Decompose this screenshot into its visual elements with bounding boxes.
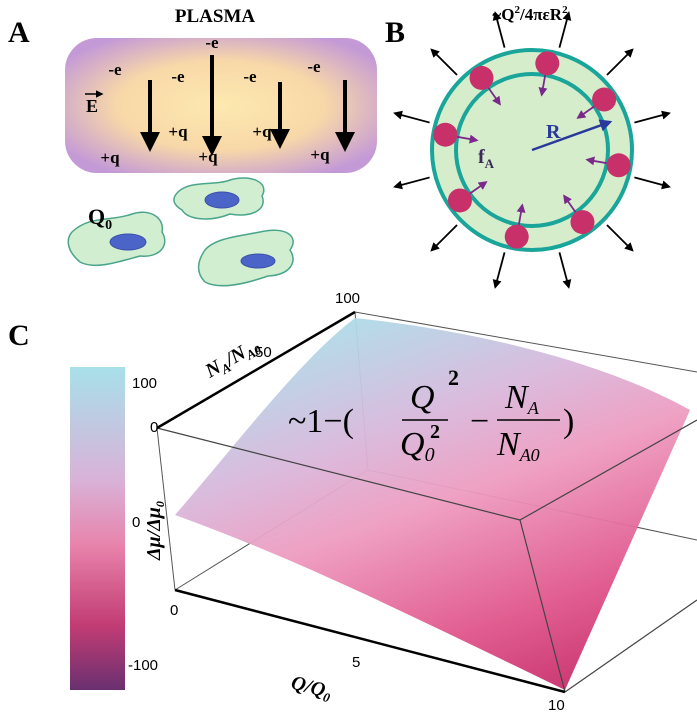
electron-charge: -e bbox=[307, 57, 321, 76]
outward-arrow bbox=[432, 225, 457, 250]
subscript: A bbox=[527, 398, 540, 418]
symbol: N bbox=[496, 426, 522, 463]
colorbar bbox=[70, 367, 125, 690]
depth-tick: 100 bbox=[335, 290, 360, 307]
depth-tick: 0 bbox=[150, 419, 158, 436]
colorbar-tick: -100 bbox=[128, 657, 158, 674]
adhesion-site bbox=[505, 225, 529, 249]
radius-label: R bbox=[546, 121, 561, 143]
colorbar-tick: 0 bbox=[132, 514, 140, 531]
cell-charge: Q0 bbox=[88, 204, 112, 233]
text: Δμ/Δμ bbox=[143, 507, 165, 561]
electron-charge: -e bbox=[171, 67, 185, 86]
adhesion-site bbox=[535, 51, 559, 75]
symbol: Q bbox=[88, 204, 105, 229]
ion-charge: +q bbox=[168, 122, 188, 141]
text: Q/Q bbox=[289, 672, 328, 702]
superscript: 2 bbox=[562, 4, 568, 16]
numerator: Q bbox=[410, 379, 435, 416]
panel-label: A bbox=[8, 16, 30, 49]
panel-label: B bbox=[385, 16, 405, 49]
superscript: 2 bbox=[448, 365, 459, 390]
symbol: N bbox=[504, 379, 530, 416]
electron-charge: -e bbox=[108, 60, 122, 79]
colorbar-label: Δμ/Δμ0 bbox=[143, 501, 167, 561]
ion-charge: +q bbox=[100, 148, 120, 167]
ion-charge: +q bbox=[252, 122, 272, 141]
cells bbox=[68, 178, 293, 286]
symbol: Q bbox=[400, 426, 425, 463]
outward-arrow bbox=[495, 252, 504, 287]
adhesion-site bbox=[607, 153, 631, 177]
subscript: A bbox=[485, 156, 495, 171]
outward-arrow bbox=[559, 252, 568, 287]
outward-arrow bbox=[607, 50, 632, 75]
adhesion-site bbox=[470, 66, 494, 90]
adhesion-site bbox=[592, 88, 616, 112]
plasma-title: PLASMA bbox=[175, 6, 256, 27]
subscript: 0 bbox=[425, 444, 435, 466]
outward-arrow bbox=[607, 225, 632, 250]
surface bbox=[175, 318, 690, 690]
panel-label: C bbox=[8, 319, 30, 352]
superscript: 2 bbox=[430, 421, 440, 443]
outward-arrow bbox=[395, 113, 430, 122]
close-paren: ) bbox=[563, 403, 574, 440]
ion-charge: +q bbox=[198, 147, 218, 166]
colorbar-tick: 100 bbox=[132, 375, 157, 392]
electron-charge: -e bbox=[205, 33, 219, 52]
electron-charge: -e bbox=[243, 67, 257, 86]
figure: A PLASMA -e -e -e -e -e +q +q +q +q +q E… bbox=[0, 0, 697, 713]
ion-charge: +q bbox=[310, 145, 330, 164]
x-tick: 0 bbox=[170, 602, 178, 619]
adhesion-site bbox=[448, 188, 472, 212]
minus: − bbox=[470, 403, 489, 440]
outward-arrow bbox=[634, 113, 669, 122]
x-tick: 10 bbox=[548, 697, 565, 713]
field-label: E bbox=[86, 96, 98, 116]
outward-arrow bbox=[634, 177, 669, 186]
depth-axis-label: NA/NA0 bbox=[201, 334, 265, 385]
subscript: A0 bbox=[519, 445, 540, 465]
adhesion-site bbox=[433, 123, 457, 147]
outward-arrow bbox=[432, 50, 457, 75]
outward-arrow bbox=[395, 177, 430, 186]
text: /4πεR bbox=[519, 5, 563, 24]
pressure-label: ~Q2/4πεR2 bbox=[492, 4, 568, 24]
subscript: 0 bbox=[105, 218, 112, 233]
formula-prefix: ~1−( bbox=[288, 403, 354, 440]
x-axis-label: Q/Q0 bbox=[288, 672, 334, 706]
x-tick: 5 bbox=[352, 654, 360, 671]
adhesion-site bbox=[570, 210, 594, 234]
